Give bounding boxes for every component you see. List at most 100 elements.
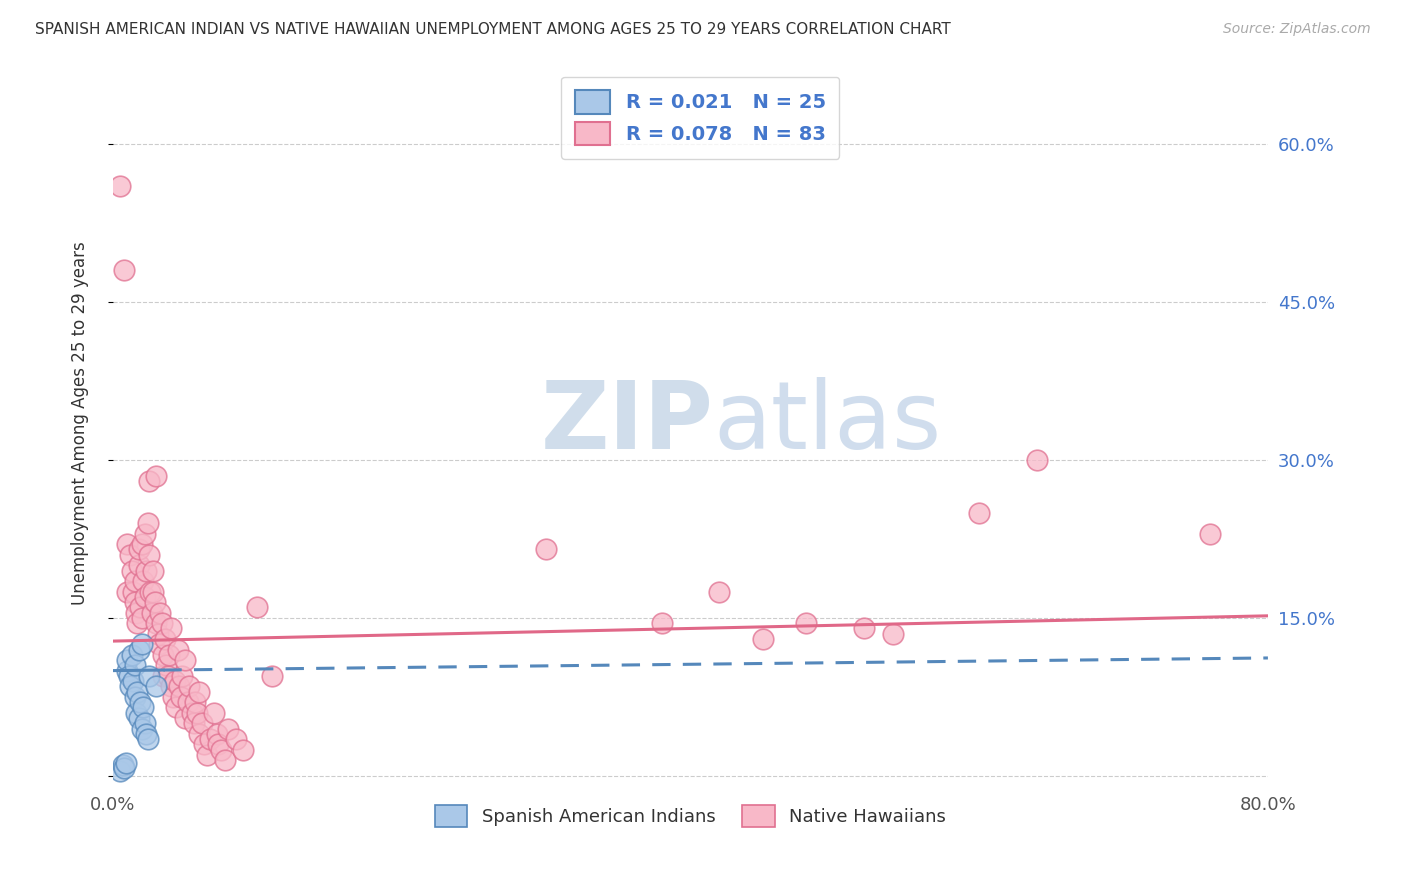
Point (128, 711, 150, 725)
Point (131, 637, 153, 651)
Point (124, 690, 146, 704)
Point (131, 611, 153, 625)
Point (112, 263, 135, 277)
Point (205, 727, 228, 741)
Point (152, 669, 174, 683)
Point (135, 727, 157, 741)
Point (134, 716, 156, 731)
Point (121, 648, 143, 662)
Point (128, 642, 150, 657)
Point (148, 637, 170, 651)
Point (155, 658, 177, 673)
Point (179, 680, 201, 694)
Point (108, 179, 131, 194)
Text: ZIP: ZIP (541, 377, 713, 469)
Point (124, 574, 146, 588)
Point (191, 716, 214, 731)
Point (135, 564, 157, 578)
Point (193, 737, 215, 751)
Point (111, 758, 134, 772)
Point (163, 674, 186, 689)
Point (128, 558, 150, 573)
Point (166, 642, 188, 657)
Point (156, 669, 179, 683)
Point (149, 606, 172, 620)
Text: SPANISH AMERICAN INDIAN VS NATIVE HAWAIIAN UNEMPLOYMENT AMONG AGES 25 TO 29 YEAR: SPANISH AMERICAN INDIAN VS NATIVE HAWAII… (35, 22, 950, 37)
Text: atlas: atlas (713, 377, 942, 469)
Point (122, 674, 145, 689)
Point (138, 474, 160, 488)
Point (751, 632, 773, 646)
Point (198, 732, 221, 747)
Point (159, 680, 181, 694)
Point (195, 747, 218, 762)
Point (136, 516, 159, 530)
Point (207, 737, 229, 751)
Point (118, 669, 141, 683)
Point (172, 669, 194, 683)
Point (141, 606, 163, 620)
Point (127, 684, 149, 698)
Text: Source: ZipAtlas.com: Source: ZipAtlas.com (1223, 22, 1371, 37)
Point (159, 622, 181, 636)
Point (132, 574, 155, 588)
Y-axis label: Unemployment Among Ages 25 to 29 years: Unemployment Among Ages 25 to 29 years (72, 241, 89, 605)
Point (120, 680, 142, 694)
Point (157, 648, 180, 662)
Point (115, 756, 138, 771)
Point (181, 706, 204, 720)
Point (152, 648, 174, 662)
Point (142, 564, 165, 578)
Point (125, 706, 148, 720)
Point (121, 564, 143, 578)
Point (128, 542, 150, 557)
Point (129, 695, 152, 709)
Point (131, 722, 153, 736)
Point (162, 690, 184, 704)
Point (967, 506, 990, 520)
Point (209, 742, 232, 756)
Point (146, 626, 169, 640)
Point (184, 695, 207, 709)
Point (117, 537, 139, 551)
Point (117, 653, 139, 667)
Point (217, 722, 239, 736)
Point (225, 732, 247, 747)
Point (122, 584, 145, 599)
Point (534, 542, 557, 557)
Point (650, 616, 672, 631)
Point (153, 632, 176, 646)
Point (169, 680, 191, 694)
Point (142, 584, 165, 599)
Point (260, 669, 283, 683)
Point (202, 706, 225, 720)
Point (117, 584, 139, 599)
Point (174, 711, 197, 725)
Point (852, 622, 875, 636)
Point (124, 658, 146, 673)
Point (145, 468, 167, 483)
Point (709, 584, 731, 599)
Point (794, 616, 817, 631)
Point (882, 626, 904, 640)
Point (117, 664, 139, 678)
Legend: Spanish American Indians, Native Hawaiians: Spanish American Indians, Native Hawaiia… (426, 796, 955, 836)
Point (232, 742, 254, 756)
Point (143, 595, 166, 609)
Point (134, 526, 156, 541)
Point (165, 700, 187, 714)
Point (188, 684, 211, 698)
Point (214, 753, 236, 767)
Point (145, 616, 167, 631)
Point (120, 548, 142, 562)
Point (127, 616, 149, 631)
Point (124, 595, 146, 609)
Point (188, 727, 211, 741)
Point (145, 680, 167, 694)
Point (131, 537, 153, 551)
Point (138, 669, 160, 683)
Point (150, 616, 173, 631)
Point (139, 584, 162, 599)
Point (186, 706, 208, 720)
Point (132, 700, 155, 714)
